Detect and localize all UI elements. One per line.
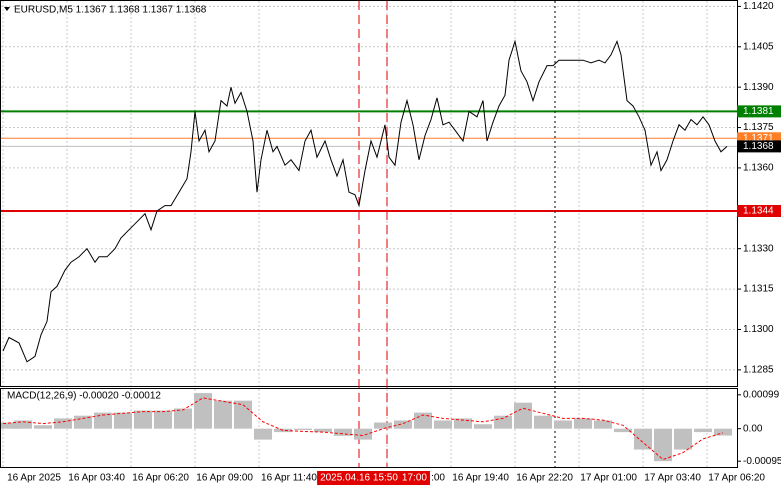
x-tick-label: 17 Apr 06:20 (708, 473, 765, 484)
price-panel (0, 0, 738, 387)
histogram-bar (614, 428, 632, 433)
histogram-bar (694, 428, 712, 433)
histogram-bar (154, 410, 172, 429)
histogram-bar (294, 428, 312, 431)
y-tick-label: 1.1420 (743, 1, 774, 12)
level-label-box (737, 105, 781, 118)
histogram-bar (1, 422, 19, 429)
histogram-bar (514, 402, 532, 429)
x-tick-label: 16 Apr 2025 (7, 473, 61, 484)
histogram-bar (634, 428, 652, 450)
histogram-bar (254, 428, 272, 440)
cursor-label-box (317, 471, 430, 485)
y-tick-label: 1.1315 (743, 284, 774, 295)
macd-title: MACD(12,26,9) -0.00020 -0.00012 (7, 391, 161, 402)
level-label: 1.1344 (743, 206, 774, 217)
x-tick-label: 16 Apr 06:20 (132, 473, 189, 484)
histogram-bar (114, 412, 132, 429)
y-tick-label: 1.1390 (743, 82, 774, 93)
histogram-bar (14, 420, 32, 429)
histogram-bar (174, 408, 192, 429)
y-tick-label: 1.1375 (743, 122, 774, 133)
cursor-label-group: 2025.04.16 15:50 17:00 (317, 471, 430, 485)
histogram-bar (714, 428, 732, 436)
level-label-box (737, 205, 781, 217)
x-tick-label: 16 Apr 09:00 (196, 473, 253, 484)
y-tick-label: 1.1285 (743, 364, 774, 375)
x-tick-label: 16 Apr 22:20 (516, 473, 573, 484)
x-tick-label: 16 Apr 03:40 (68, 473, 125, 484)
y-tick-label: 1.1330 (743, 243, 774, 254)
y-tick-label: 1.1360 (743, 163, 774, 174)
histogram-bar (214, 400, 232, 429)
histogram-bar (374, 422, 392, 429)
menu-arrow (4, 7, 10, 11)
histogram-bar (54, 418, 72, 429)
y-tick-label: -0.00095 (743, 456, 781, 467)
x-tick-label: 16 Apr 19:40 (452, 473, 509, 484)
x-tick-label: 17 Apr 01:00 (580, 473, 637, 484)
cursor-label: 2025.04.16 15:50 (320, 473, 398, 484)
level-label: 1.1371 (743, 133, 774, 144)
level-label: 1.1381 (743, 106, 774, 117)
histogram-bar (274, 428, 292, 433)
x-tick-label: 16 Apr 11:40 (261, 473, 317, 484)
histogram-bar (594, 420, 612, 429)
histogram-bar (134, 410, 152, 429)
level-label-box (737, 140, 781, 153)
histogram-bar (334, 428, 352, 436)
histogram-bar (654, 428, 672, 462)
y-tick-label: 0.00 (743, 423, 763, 434)
histogram-bar (474, 424, 492, 429)
signal-line (2, 397, 724, 461)
y-tick-label: 1.1405 (743, 41, 774, 52)
level-label: 1.1368 (743, 141, 774, 152)
histogram-bar (534, 415, 552, 429)
histogram-bar (434, 420, 452, 429)
histogram-bar (34, 425, 52, 429)
histogram-bar (454, 418, 472, 429)
histogram-bar (574, 418, 592, 429)
histogram-bar (554, 420, 572, 429)
x-tick-label: 17 Apr 03:40 (644, 473, 701, 484)
histogram-bar (494, 415, 512, 429)
x-tick-label: :00 (431, 473, 445, 484)
y-tick-label: 0.00099 (743, 389, 780, 400)
chart-title: EURUSD,M5 1.1367 1.1368 1.1367 1.1368 (14, 5, 207, 16)
cursor-label: 17:00 (402, 473, 427, 484)
histogram-bar (194, 393, 212, 429)
y-tick-label: 1.1300 (743, 324, 774, 335)
histogram-bar (94, 412, 112, 429)
histogram-bar (674, 428, 692, 450)
histogram-bar (394, 420, 412, 429)
price-line (2, 39, 728, 363)
histogram-bar (314, 428, 332, 433)
histogram-bar (354, 428, 372, 440)
histogram-bar (234, 400, 252, 429)
